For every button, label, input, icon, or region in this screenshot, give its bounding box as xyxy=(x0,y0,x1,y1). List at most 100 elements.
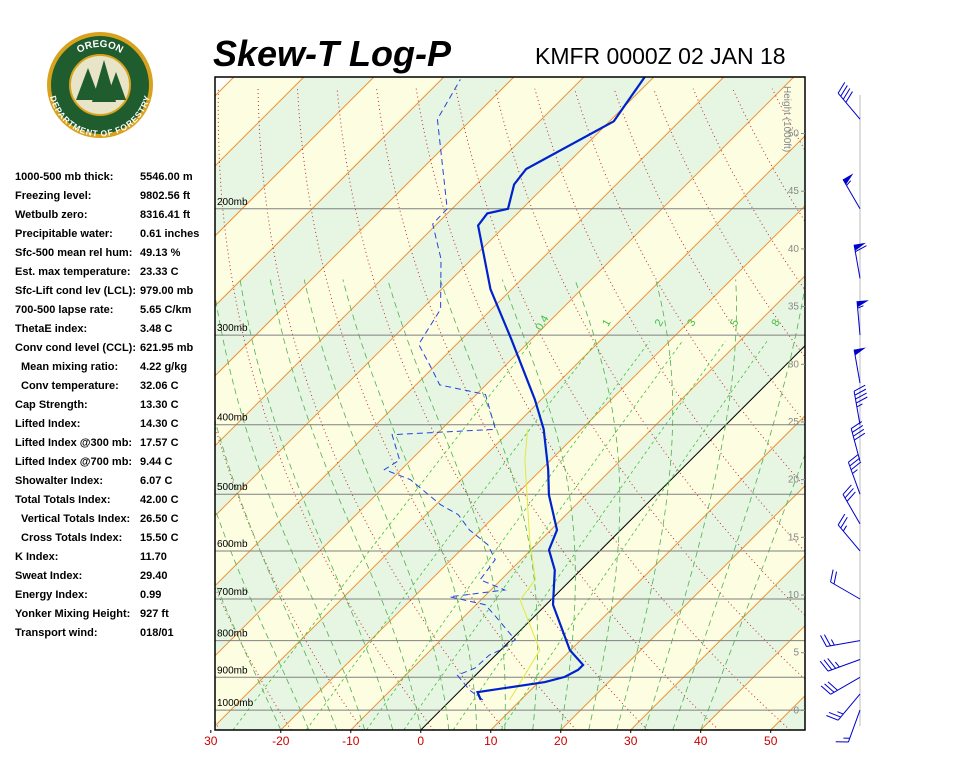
stat-label: Lifted Index @700 mb: xyxy=(15,456,132,468)
stat-value: 13.30 C xyxy=(140,399,179,411)
barb-full xyxy=(851,425,864,433)
isotherm xyxy=(560,485,805,730)
x-tick-label: 10 xyxy=(484,734,498,748)
wind-barb xyxy=(835,709,861,743)
stat-value: 26.50 C xyxy=(140,513,179,525)
barb-full xyxy=(837,82,846,94)
dry-adiabat xyxy=(494,88,805,617)
mixing-ratio-label: 5 xyxy=(728,317,741,328)
x-tick-label: -10 xyxy=(342,734,360,748)
wind-barb xyxy=(842,173,861,210)
stat-label: Lifted Index: xyxy=(15,418,80,430)
barb-staff xyxy=(842,179,861,210)
height-axis-label: Height (1000ft) xyxy=(781,86,792,152)
isotherm xyxy=(215,77,445,307)
isotherm xyxy=(490,415,805,730)
wind-barb xyxy=(853,384,868,425)
barb-full xyxy=(830,569,834,583)
mixing-ratio-line xyxy=(232,341,533,730)
isotherm xyxy=(215,77,795,657)
dry-adiabat xyxy=(891,89,960,730)
wind-barb xyxy=(853,347,866,384)
mixing-ratio-line xyxy=(366,341,650,730)
x-tick-label: 0 xyxy=(417,734,424,748)
barb-full xyxy=(855,392,867,400)
x-tick-label: 50 xyxy=(764,734,778,748)
dry-adiabat xyxy=(812,89,960,730)
logo-trees xyxy=(76,60,126,102)
barb-full xyxy=(854,432,866,441)
barb-staff xyxy=(853,244,861,279)
wind-barb xyxy=(853,242,867,279)
barb-full xyxy=(819,660,829,672)
logo: OREGON DEPARTMENT OF FORESTRY xyxy=(47,32,153,139)
barb-full xyxy=(820,685,831,695)
stat-label: 1000-500 mb thick: xyxy=(15,171,113,183)
mixing-ratio-label: 2 xyxy=(653,317,666,328)
stat-label: Total Totals Index: xyxy=(15,494,111,506)
moist-adiabat xyxy=(215,419,338,730)
barb-staff xyxy=(850,428,861,462)
x-tick-label: 30 xyxy=(204,734,218,748)
barb-full xyxy=(842,88,851,100)
pressure-label: 500mb xyxy=(217,482,248,493)
pressure-label: 200mb xyxy=(217,197,248,208)
isotherm xyxy=(215,77,585,447)
barb-staff xyxy=(847,462,861,495)
moist-adiabat xyxy=(574,279,621,730)
barb-full xyxy=(824,683,835,693)
barb-half xyxy=(842,525,848,532)
x-tick-label: -20 xyxy=(272,734,290,748)
barb-full xyxy=(850,461,862,471)
dry-adiabat xyxy=(376,88,720,730)
temperature-line xyxy=(475,77,646,701)
height-tick-label: 10 xyxy=(788,590,800,601)
barb-full xyxy=(823,659,833,671)
dry-adiabat xyxy=(297,88,577,730)
barb-staff xyxy=(856,301,861,336)
pressure-label: 1000mb xyxy=(217,698,254,709)
stat-label: Sweat Index: xyxy=(15,570,82,582)
isotherm xyxy=(215,77,515,377)
isotherm xyxy=(215,77,375,237)
barb-full xyxy=(842,484,852,495)
parcel-line xyxy=(509,429,541,701)
moist-adiabat xyxy=(501,279,576,730)
barb-full xyxy=(853,384,866,392)
stat-label: Vertical Totals Index: xyxy=(21,513,130,525)
wind-barbs xyxy=(819,82,869,743)
pressure-label: 800mb xyxy=(217,629,248,640)
isotherm xyxy=(215,77,725,587)
plot-frame xyxy=(214,76,806,731)
moist-adiabat xyxy=(700,453,805,730)
barb-full xyxy=(848,453,859,463)
axes: 0.4 1 2 3 5 81000mb900mb800mb700mb600mb500mb4… xyxy=(204,86,805,748)
height-tick-label: 35 xyxy=(788,302,800,313)
stat-label: Cross Totals Index: xyxy=(21,532,122,544)
stat-value: 11.70 xyxy=(140,551,167,563)
mixing-ratio-label: 3 xyxy=(685,317,698,328)
chart-title: Skew-T Log-P xyxy=(213,33,452,74)
barb-full xyxy=(846,491,856,502)
stat-label: ThetaE index: xyxy=(15,323,87,335)
stat-value: 3.48 C xyxy=(140,323,172,335)
stats-table: 1000-500 mb thick: 5546.00 m Freezing leve… xyxy=(15,171,199,639)
isotherm xyxy=(630,555,805,730)
barb-half xyxy=(856,403,863,408)
barb-full xyxy=(845,91,853,103)
stat-value: 9802.56 ft xyxy=(140,190,190,202)
stat-value: 42.00 C xyxy=(140,494,179,506)
dry-adiabat xyxy=(415,88,791,730)
stat-label: Sfc-500 mean rel hum: xyxy=(15,247,132,259)
barb-half xyxy=(837,711,844,715)
wind-barb xyxy=(820,634,861,647)
barb-staff xyxy=(853,349,861,384)
barb-full xyxy=(833,571,838,585)
barb-half xyxy=(857,305,864,309)
dry-adiabat xyxy=(217,88,434,730)
stat-value: 8316.41 ft xyxy=(140,209,190,221)
chart-subtitle: KMFR 0000Z 02 JAN 18 xyxy=(535,43,786,69)
stat-value: 9.44 C xyxy=(140,456,172,468)
isotherm xyxy=(350,275,805,730)
stat-value: 23.33 C xyxy=(140,266,179,278)
